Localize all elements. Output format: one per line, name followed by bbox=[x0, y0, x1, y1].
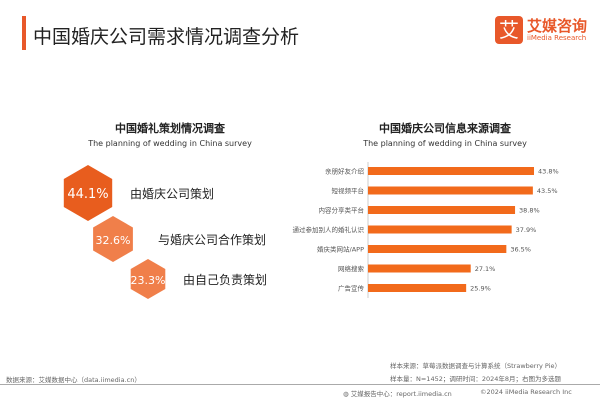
bar bbox=[368, 206, 516, 214]
hexagon-1 bbox=[63, 165, 113, 221]
category-label: 网络搜索 bbox=[338, 264, 365, 273]
bar bbox=[368, 245, 507, 253]
bar bbox=[368, 284, 467, 292]
footer-divider bbox=[0, 384, 600, 385]
bar bbox=[368, 167, 535, 175]
bar bbox=[368, 225, 512, 234]
data-label: 37.9% bbox=[516, 226, 537, 234]
logo-subtext: iiMedia Research bbox=[527, 34, 587, 42]
data-source: 数据来源：艾媒数据中心（data.iimedia.cn） bbox=[6, 376, 141, 384]
category-label: 婚庆类网站/APP bbox=[317, 245, 364, 254]
bar-chart: 亲朋好友介绍 43.8% 短视频平台 43.5% 内容分享类平台 38.8% 通过参加别人的… bbox=[293, 162, 559, 298]
hexagon-value: 44.1% bbox=[67, 187, 108, 202]
sample-source: 样本来源：草莓派数据调查与计算系统（Strawberry Pie） bbox=[390, 362, 561, 370]
copyright: ©2024 iiMedia Research Inc bbox=[480, 388, 572, 396]
title-accent-bar bbox=[22, 16, 26, 50]
report-link[interactable]: 艾媒报告中心：report.iimedia.cn bbox=[350, 390, 452, 398]
data-label: 43.8% bbox=[538, 168, 559, 176]
category-label: 短视频平台 bbox=[332, 186, 365, 195]
bar bbox=[368, 186, 533, 195]
report-icon: ◍ bbox=[343, 390, 351, 398]
category-label: 通过参加别人的婚礼认识 bbox=[293, 225, 365, 234]
category-label: 内容分享类平台 bbox=[319, 206, 365, 215]
hexagon-value: 32.6% bbox=[96, 234, 131, 247]
left-chart-title: 中国婚礼策划情况调查 bbox=[115, 122, 225, 135]
data-label: 27.1% bbox=[475, 265, 496, 273]
hexagon-3 bbox=[130, 259, 166, 299]
hexagon-label: 由婚庆公司策划 bbox=[130, 187, 214, 201]
logo-icon: 艾 bbox=[495, 16, 523, 44]
data-label: 38.8% bbox=[519, 207, 540, 215]
report-center[interactable]: ◍ 艾媒报告中心：report.iimedia.cn bbox=[343, 388, 452, 398]
hexagon-2 bbox=[93, 216, 133, 262]
hexagon-label: 与婚庆公司合作策划 bbox=[158, 232, 266, 247]
hexagon-value: 23.3% bbox=[131, 274, 166, 287]
page-title: 中国婚庆公司需求情况调查分析 bbox=[33, 26, 300, 48]
logo-text: 艾媒咨询 bbox=[527, 17, 588, 35]
left-chart-subtitle: The planning of wedding in China survey bbox=[88, 139, 252, 148]
right-chart-title: 中国婚庆公司信息来源调查 bbox=[379, 122, 511, 135]
category-label: 广告宣传 bbox=[338, 284, 365, 293]
data-label: 25.9% bbox=[470, 285, 491, 293]
sample-info: 样本量：N=1452；调研时间：2024年8月；右图为多选题 bbox=[390, 375, 562, 383]
category-label: 亲朋好友介绍 bbox=[325, 167, 365, 176]
hexagon-label: 由自己负责策划 bbox=[183, 273, 267, 287]
bar bbox=[368, 264, 471, 273]
data-label: 36.5% bbox=[510, 246, 531, 254]
right-chart-subtitle: The planning of wedding in China survey bbox=[363, 139, 527, 148]
hexagon-chart: 44.1% 由婚庆公司策划 32.6% 与婚庆公司合作策划 23.3% 由自己负责策划 bbox=[63, 165, 267, 299]
data-label: 43.5% bbox=[537, 187, 558, 195]
